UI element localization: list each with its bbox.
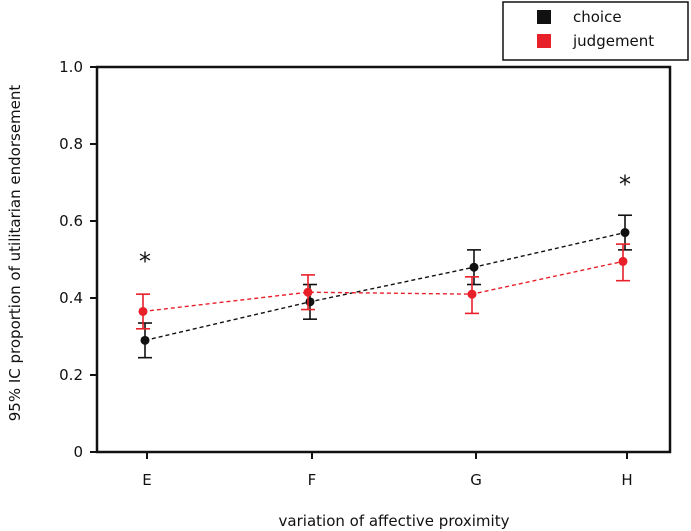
legend-label-choice: choice <box>573 8 622 26</box>
legend-swatch-choice <box>537 10 551 24</box>
data-point-choice <box>140 335 150 345</box>
legend: choice judgement <box>502 1 689 61</box>
x-tick-label: E <box>142 471 151 489</box>
axes: 0 0.2 0.4 0.6 0.8 1.0 E F G H <box>59 58 672 489</box>
data-point-choice <box>620 228 630 238</box>
significance-marker: * <box>139 248 151 276</box>
data-point-choice <box>305 297 315 307</box>
y-axis-title: 95% IC proportion of utilitarian endorse… <box>6 85 24 422</box>
significance-marker: * <box>619 171 631 199</box>
y-tick-label: 1.0 <box>59 58 83 76</box>
data-point-judgement <box>618 256 628 266</box>
data-point-judgement <box>138 306 148 316</box>
data-point-choice <box>469 262 479 272</box>
data-point-judgement <box>467 289 477 299</box>
x-tick-label: F <box>308 471 317 489</box>
legend-box <box>502 1 689 61</box>
x-axis-title: variation of affective proximity <box>279 512 510 530</box>
y-tick-label: 0.4 <box>59 289 83 307</box>
y-tick-label: 0 <box>73 443 83 461</box>
legend-label-judgement: judgement <box>572 32 654 50</box>
series-line-judgement <box>142 260 624 313</box>
y-tick-label: 0.8 <box>59 135 83 153</box>
y-tick-label: 0.6 <box>59 212 83 230</box>
plot-frame <box>95 65 672 454</box>
x-tick-label: H <box>621 471 632 489</box>
data-point-judgement <box>303 287 313 297</box>
series-line-choice <box>144 231 626 342</box>
legend-swatch-judgement <box>537 34 551 48</box>
y-tick-label: 0.2 <box>59 366 83 384</box>
x-tick-label: G <box>470 471 482 489</box>
plot-area: ** <box>136 171 632 359</box>
